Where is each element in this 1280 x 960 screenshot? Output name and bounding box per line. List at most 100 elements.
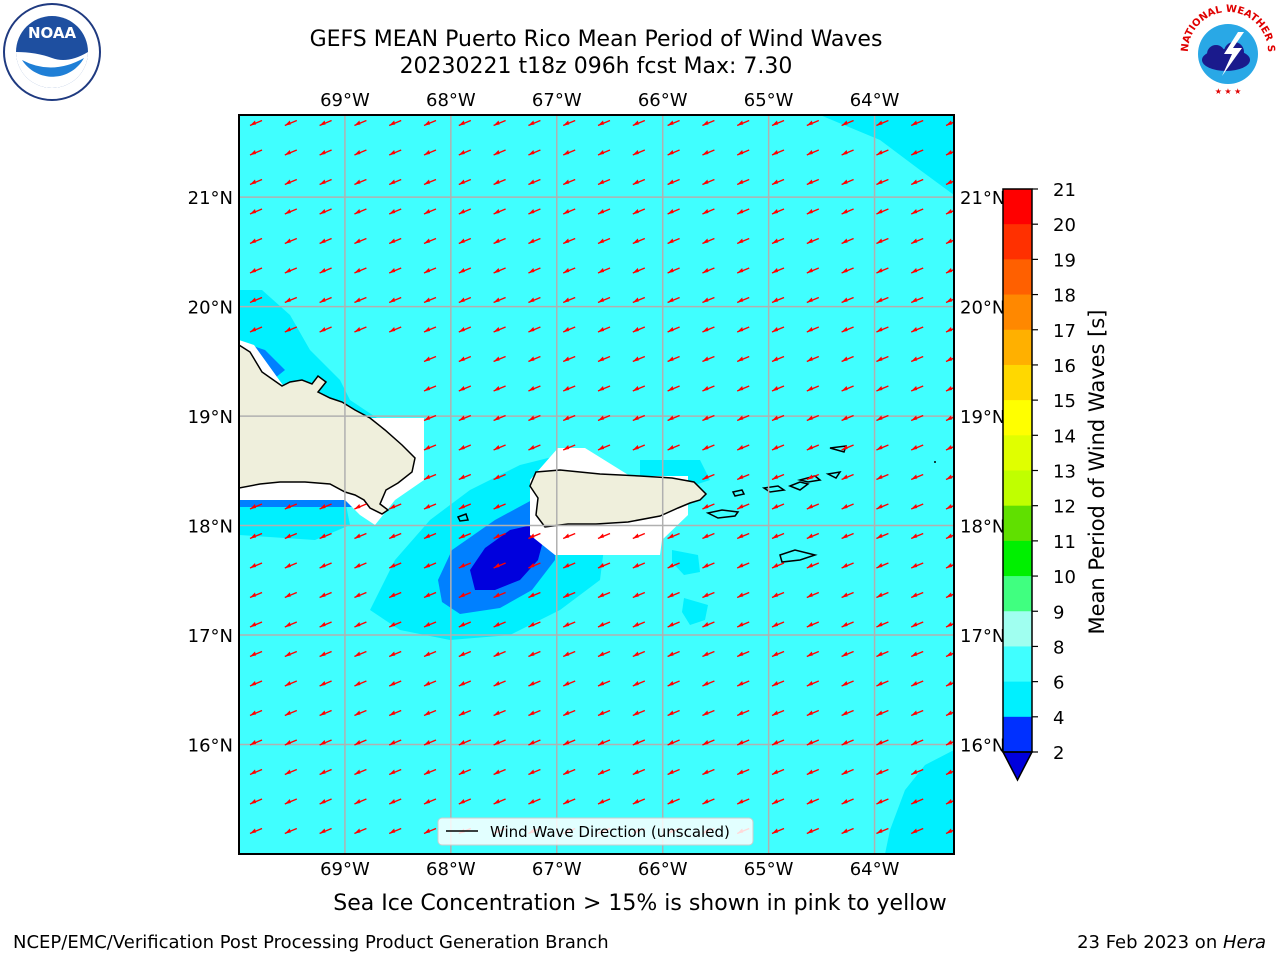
wave-direction-arrow xyxy=(736,178,750,186)
wave-direction-arrow xyxy=(806,798,820,805)
wave-direction-arrow xyxy=(284,208,298,215)
wave-direction-arrow xyxy=(562,296,576,304)
lat-label-right: 21°N xyxy=(960,188,1005,209)
wave-direction-arrow xyxy=(597,650,611,658)
wave-direction-arrow xyxy=(562,267,576,274)
wave-direction-arrow xyxy=(841,149,854,156)
wave-direction-arrow xyxy=(493,562,506,569)
wave-direction-arrow xyxy=(702,621,715,628)
wave-direction-arrow xyxy=(736,296,750,304)
wave-direction-arrow xyxy=(249,827,263,835)
wave-direction-arrow xyxy=(841,591,854,599)
wave-direction-arrow xyxy=(423,827,437,835)
wave-direction-arrow xyxy=(388,119,402,127)
wave-direction-arrow xyxy=(736,768,750,776)
wave-direction-arrow xyxy=(493,237,506,245)
wave-direction-arrow xyxy=(841,621,854,628)
wave-direction-arrow xyxy=(736,503,750,510)
wave-direction-arrow xyxy=(910,444,924,451)
map-frame xyxy=(238,114,955,855)
wave-direction-arrow xyxy=(771,296,785,304)
wave-direction-arrow xyxy=(736,621,750,628)
wave-direction-arrow xyxy=(423,621,437,628)
wave-direction-arrow xyxy=(354,503,367,510)
wave-direction-arrow xyxy=(945,356,954,363)
wave-direction-arrow xyxy=(528,326,541,333)
wave-direction-arrow xyxy=(945,681,954,687)
wave-direction-arrow xyxy=(249,591,263,599)
wave-direction-arrow xyxy=(876,827,889,835)
wave-direction-arrow xyxy=(493,296,506,304)
wave-direction-arrow xyxy=(319,119,332,127)
wave-direction-arrow xyxy=(702,119,715,127)
wave-direction-arrow xyxy=(632,149,646,156)
wave-direction-arrow xyxy=(528,149,541,156)
wave-direction-arrow xyxy=(771,827,785,835)
wave-direction-arrow xyxy=(910,178,924,186)
wave-direction-arrow xyxy=(702,414,715,422)
wave-direction-arrow xyxy=(876,326,889,333)
lon-label-bottom: 69°W xyxy=(320,859,370,880)
wave-direction-arrow xyxy=(562,385,576,392)
wave-direction-arrow xyxy=(806,827,820,835)
wave-direction-arrow xyxy=(562,237,576,245)
wave-direction-arrow xyxy=(319,503,332,510)
wave-direction-arrow xyxy=(632,532,646,540)
latitude-labels-left: 21°N 20°N 19°N 18°N 17°N 16°N xyxy=(188,188,233,756)
wave-direction-arrow xyxy=(945,268,954,274)
wave-direction-arrow xyxy=(284,149,298,156)
wave-direction-arrow xyxy=(667,355,680,363)
wave-direction-arrow xyxy=(597,355,611,363)
wave-direction-arrow xyxy=(702,149,715,156)
wave-direction-arrow xyxy=(458,355,472,363)
wave-direction-arrow xyxy=(319,827,332,835)
wave-direction-arrow xyxy=(458,149,472,156)
wave-direction-arrow xyxy=(667,326,680,333)
wave-direction-arrow xyxy=(597,149,611,156)
colorbar-tick-label: 21 xyxy=(1053,180,1076,201)
wave-direction-arrow xyxy=(632,119,646,127)
wave-direction-arrow xyxy=(667,680,680,687)
wave-direction-arrow xyxy=(736,414,750,422)
lat-label-right: 16°N xyxy=(960,736,1005,757)
wave-direction-arrow xyxy=(841,473,854,481)
wave-direction-arrow xyxy=(249,237,263,245)
wave-direction-arrow xyxy=(841,562,854,569)
wave-direction-arrow xyxy=(354,267,367,274)
wave-direction-arrow xyxy=(736,267,750,274)
wave-direction-arrow xyxy=(702,267,715,274)
longitude-labels-bottom: 69°W 68°W 67°W 66°W 65°W 64°W xyxy=(320,859,900,880)
wave-direction-arrow xyxy=(945,297,954,304)
wave-direction-arrow xyxy=(493,503,506,510)
wave-direction-arrow xyxy=(284,267,298,274)
wave-direction-arrow xyxy=(597,532,611,540)
wave-direction-arrow xyxy=(562,355,576,363)
wave-direction-arrow xyxy=(319,326,332,333)
wave-direction-arrow xyxy=(632,385,646,392)
colorbar-tick-label: 19 xyxy=(1053,250,1076,271)
wave-direction-arrow xyxy=(632,798,646,805)
wave-direction-arrow xyxy=(528,562,541,569)
wave-direction-arrow xyxy=(528,798,541,805)
wave-direction-arrow xyxy=(667,149,680,156)
lon-label-bottom: 68°W xyxy=(426,859,476,880)
wave-direction-arrow xyxy=(736,591,750,599)
wave-direction-arrow xyxy=(423,798,437,805)
wave-direction-arrow xyxy=(319,650,332,658)
colorbar-segment xyxy=(1003,259,1032,296)
wave-direction-arrow xyxy=(702,591,715,599)
wave-direction-arrow xyxy=(493,739,506,746)
wave-direction-arrow xyxy=(910,709,924,717)
wave-direction-arrow xyxy=(771,119,785,127)
wave-direction-arrow xyxy=(910,414,924,422)
wave-direction-arrow xyxy=(667,296,680,304)
wave-direction-arrow xyxy=(632,414,646,422)
wave-direction-arrow xyxy=(249,119,263,127)
wave-direction-arrow xyxy=(876,709,889,717)
wave-direction-arrow xyxy=(702,503,715,510)
wave-direction-arrow xyxy=(841,119,854,127)
wave-direction-arrow xyxy=(667,119,680,127)
wave-direction-arrow xyxy=(876,267,889,274)
wave-direction-arrow xyxy=(771,650,785,658)
wave-direction-arrow xyxy=(249,326,263,333)
